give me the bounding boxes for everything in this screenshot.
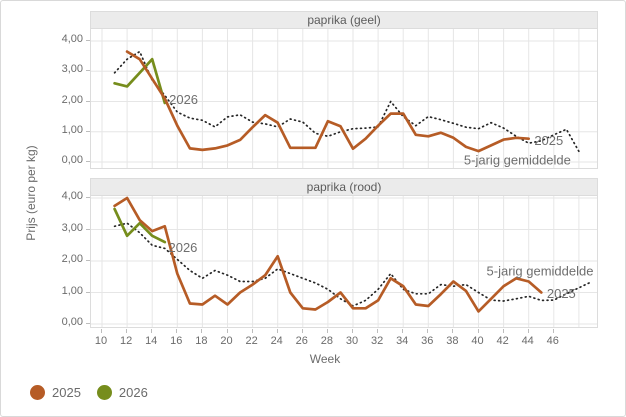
x-tick-label: 26 bbox=[295, 335, 308, 347]
panel-title-geel: paprika (geel) bbox=[91, 12, 597, 29]
x-tick-label: 32 bbox=[370, 335, 384, 347]
x-tick-mark bbox=[352, 329, 353, 333]
y-tick-mark bbox=[86, 291, 90, 293]
series-line-5-jarig-gemiddelde bbox=[113, 222, 593, 307]
x-tick-mark bbox=[126, 329, 128, 333]
x-tick-mark bbox=[477, 329, 479, 333]
legend-item-2026[interactable]: 2026 bbox=[96, 385, 148, 400]
y-tick-mark bbox=[86, 100, 90, 102]
panel-title-rood-label: paprika (rood) bbox=[306, 180, 382, 194]
series-line-5-jarig-gemiddelde bbox=[113, 50, 580, 153]
x-tick-label: 44 bbox=[521, 335, 534, 347]
series-line-2025 bbox=[113, 196, 543, 313]
annotation-5-jarig-gemiddelde: 5-jarig gemiddelde bbox=[487, 264, 594, 279]
y-tick-mark bbox=[86, 161, 90, 162]
legend: 2025 2026 bbox=[30, 385, 148, 400]
annotation-2025: 2025 bbox=[534, 133, 563, 148]
x-tick-mark bbox=[176, 329, 178, 333]
y-tick-label: 3,00 bbox=[61, 221, 83, 234]
annotation-2025: 2025 bbox=[547, 286, 576, 301]
legend-label-2026: 2026 bbox=[118, 385, 148, 400]
y-tick-label: 3,00 bbox=[61, 63, 83, 76]
x-tick-mark bbox=[226, 329, 228, 333]
x-tick-mark bbox=[301, 329, 303, 333]
legend-label-2025: 2025 bbox=[52, 385, 81, 400]
y-tick-label: 1,00 bbox=[61, 284, 83, 297]
y-tick-mark bbox=[86, 197, 90, 198]
y-tick-mark bbox=[86, 260, 90, 261]
x-tick-label: 20 bbox=[220, 335, 233, 347]
plot-svg-rood: 2026 5-jarig gemiddelde 2025 bbox=[91, 196, 597, 327]
annotation-2026: 2026 bbox=[168, 240, 197, 255]
annotation-2026: 2026 bbox=[169, 92, 198, 107]
x-tick-label: 28 bbox=[320, 335, 334, 347]
y-tick-label: 2,00 bbox=[61, 253, 83, 265]
panel-title-rood: paprika (rood) bbox=[91, 179, 597, 196]
x-tick-label: 24 bbox=[270, 335, 283, 347]
plot-area-geel: 2026 2025 5-jarig gemiddelde bbox=[91, 29, 597, 168]
x-tick-label: 46 bbox=[546, 335, 559, 347]
y-tick-label: 2,00 bbox=[61, 93, 83, 106]
x-tick-label: 18 bbox=[195, 335, 208, 347]
y-tick-label: 0,00 bbox=[61, 316, 83, 328]
y-tick-label: 4,00 bbox=[61, 190, 83, 202]
panel-paprika-geel: paprika (geel) 2026 2025 5-jarig gemiddeld… bbox=[90, 11, 598, 169]
y-tick-mark bbox=[86, 70, 90, 72]
legend-dot-2026 bbox=[96, 385, 112, 400]
x-tick-mark bbox=[377, 329, 379, 333]
x-tick-mark bbox=[452, 329, 454, 333]
x-tick-mark bbox=[151, 329, 153, 333]
legend-item-2025[interactable]: 2025 bbox=[30, 385, 81, 400]
x-tick-label: 16 bbox=[170, 335, 183, 347]
plot-svg-geel: 2026 2025 5-jarig gemiddelde bbox=[91, 29, 597, 168]
panel-title-geel-label: paprika (geel) bbox=[307, 13, 381, 27]
x-tick-mark bbox=[527, 329, 529, 333]
x-tick-mark bbox=[201, 329, 203, 333]
x-tick-label: 34 bbox=[396, 335, 409, 347]
x-tick-label: 10 bbox=[94, 335, 108, 347]
x-tick-mark bbox=[326, 329, 328, 333]
series-line-2025 bbox=[125, 50, 531, 153]
x-tick-label: 22 bbox=[245, 335, 258, 347]
y-tick-mark bbox=[86, 323, 90, 324]
plot-area-rood: 2026 5-jarig gemiddelde 2025 bbox=[91, 196, 597, 327]
panel-paprika-rood: paprika (rood) 2026 5-jarig gemiddelde 202… bbox=[90, 178, 598, 328]
x-tick-label: 14 bbox=[145, 335, 158, 347]
x-tick-mark bbox=[502, 329, 504, 333]
y-tick-label: 1,00 bbox=[61, 123, 83, 136]
y-tick-label: 0,00 bbox=[61, 154, 83, 166]
x-tick-mark bbox=[101, 329, 102, 333]
x-axis-title: Week bbox=[309, 352, 341, 366]
series-line-2026 bbox=[113, 207, 167, 244]
x-tick-label: 36 bbox=[421, 335, 434, 347]
annotation-5-jarig-gemiddelde: 5-jarig gemiddelde bbox=[464, 153, 571, 168]
y-tick-label: 4,00 bbox=[61, 33, 83, 45]
y-tick-mark bbox=[86, 40, 90, 41]
x-tick-mark bbox=[402, 329, 404, 333]
y-axis-title: Prijs (euro per kg) bbox=[24, 145, 38, 241]
x-tick-label: 42 bbox=[496, 335, 509, 347]
x-tick-mark bbox=[552, 329, 554, 333]
y-tick-mark bbox=[86, 130, 90, 132]
x-tick-label: 40 bbox=[471, 335, 484, 347]
x-tick-mark bbox=[276, 329, 278, 333]
x-axis: 10 12 14 16 18 20 22 24 26 28 30 32 34 36 38 40 42 44 46 bbox=[1, 328, 625, 350]
x-tick-label: 38 bbox=[446, 335, 459, 347]
x-tick-mark bbox=[427, 329, 429, 333]
legend-dot-2025 bbox=[30, 385, 45, 400]
series-line-2026 bbox=[113, 57, 167, 105]
y-tick-mark bbox=[86, 228, 90, 230]
x-tick-label: 30 bbox=[345, 335, 359, 347]
x-tick-label: 12 bbox=[119, 335, 133, 347]
x-tick-mark bbox=[251, 329, 253, 333]
